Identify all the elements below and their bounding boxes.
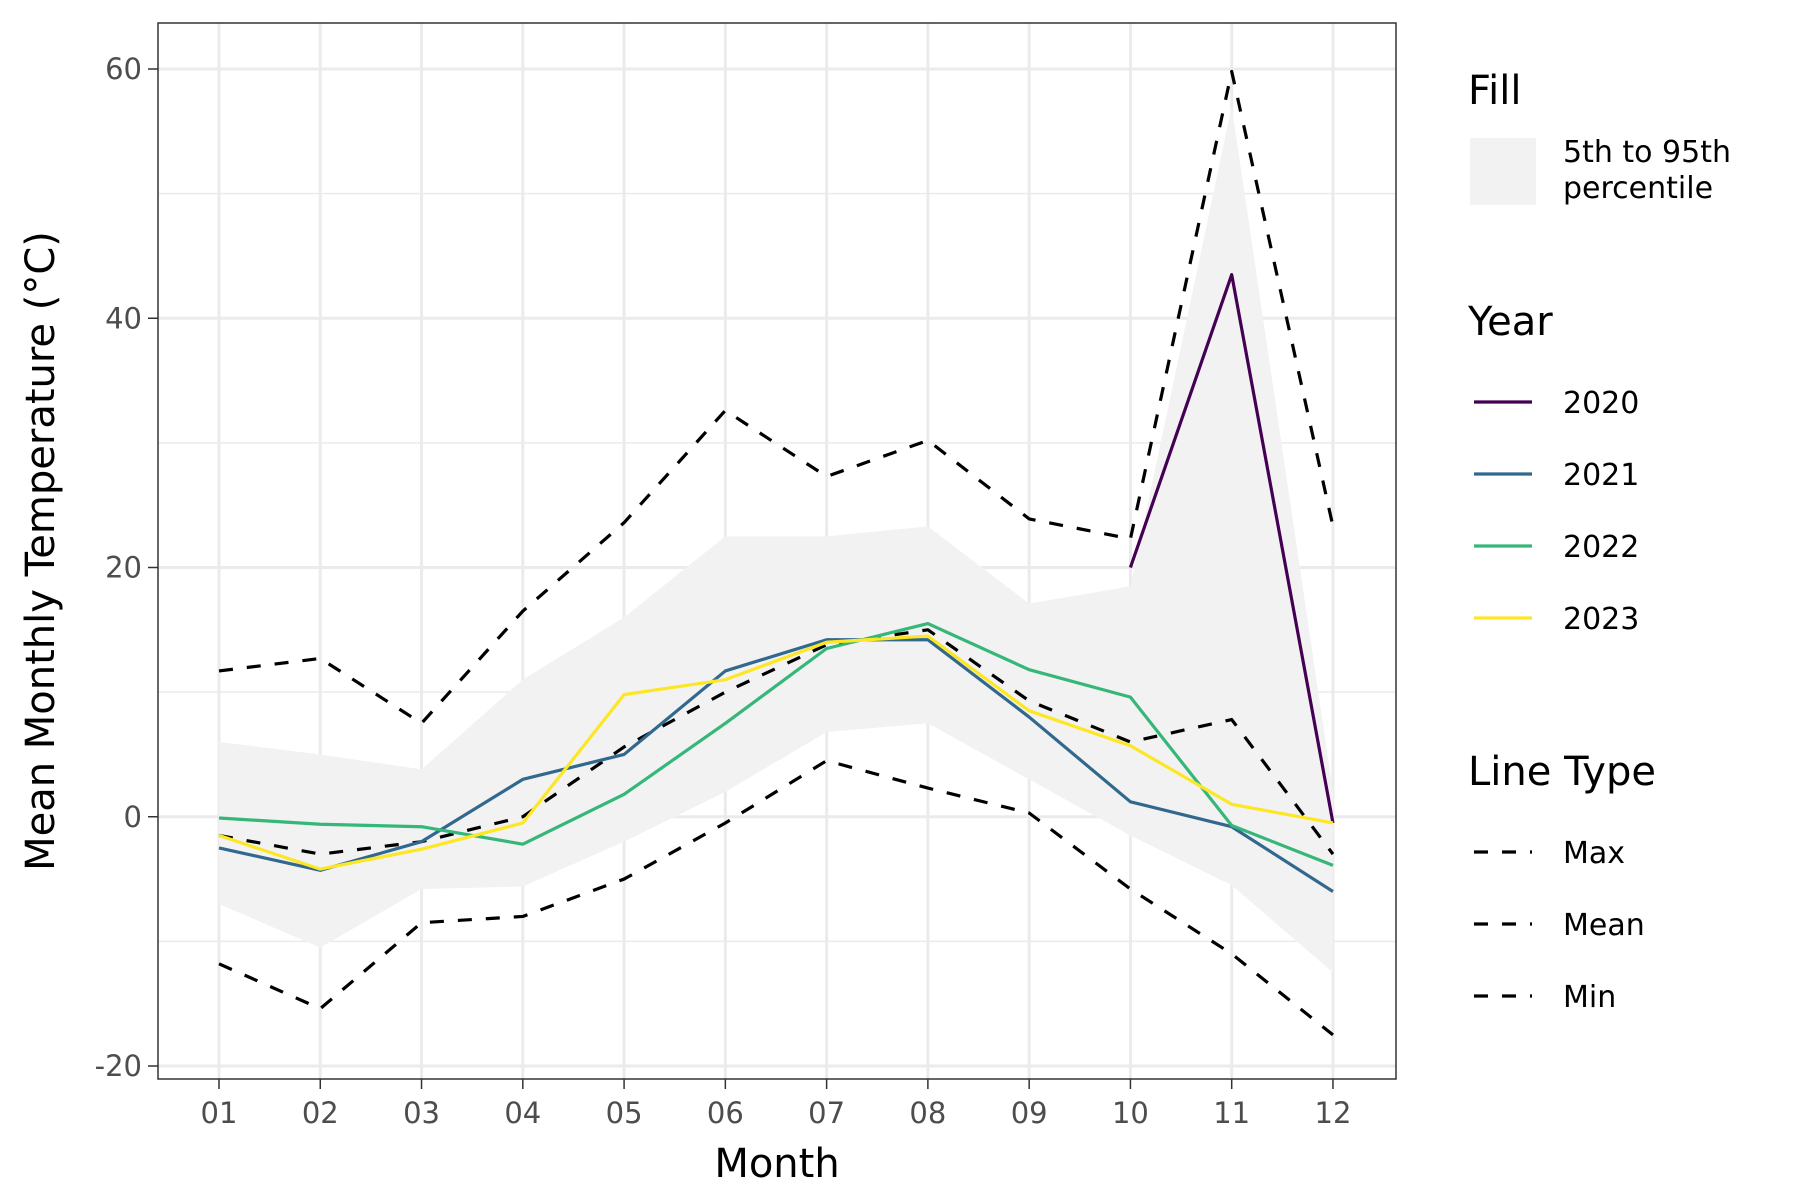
legend-band-label-line1: 5th to 95th xyxy=(1563,135,1731,170)
legend-year-entries: 2020 2021 2022 2023 xyxy=(1474,386,1639,637)
legend-year-title: Year xyxy=(1467,299,1553,345)
x-tick-label: 09 xyxy=(1011,1096,1048,1130)
x-tick-label: 12 xyxy=(1315,1096,1352,1130)
x-tick-label: 10 xyxy=(1112,1096,1149,1130)
x-tick-label: 08 xyxy=(909,1096,946,1130)
series-line-2022 xyxy=(218,621,1334,867)
y-tick-label: -20 xyxy=(95,1049,142,1083)
legend-label-min: Min xyxy=(1563,980,1616,1015)
year-lines-layer xyxy=(218,273,1335,893)
legend-label-mean: Mean xyxy=(1563,908,1645,943)
reference-line-mean xyxy=(218,628,1335,856)
x-tick-label: 07 xyxy=(808,1096,845,1130)
y-axis-title: Mean Monthly Temperature (°C) xyxy=(18,231,64,871)
series-line-2020 xyxy=(1128,273,1335,824)
x-tick-label: 03 xyxy=(403,1096,440,1130)
y-tick-label: 0 xyxy=(124,800,142,834)
x-axis-title: Month xyxy=(714,1141,839,1187)
legend-band-label: 5th to 95th percentile xyxy=(1563,135,1741,206)
legend-band-swatch xyxy=(1470,138,1536,205)
percentile-band xyxy=(219,106,1333,973)
reference-line-min xyxy=(218,759,1334,1037)
y-tick-label: 60 xyxy=(105,52,142,86)
x-tick-label: 11 xyxy=(1213,1096,1250,1130)
legend-label-2021: 2021 xyxy=(1563,458,1639,493)
reference-line-max xyxy=(218,69,1335,725)
legend-label-2022: 2022 xyxy=(1563,530,1639,565)
x-tick-label: 04 xyxy=(504,1096,541,1130)
x-tick-label: 05 xyxy=(606,1096,643,1130)
legend-linetype-title: Line Type xyxy=(1468,749,1656,795)
legend-fill-title: Fill xyxy=(1468,68,1521,114)
series-line-2023 xyxy=(218,634,1334,871)
legend-label-2020: 2020 xyxy=(1563,386,1639,421)
legend-linetype-entries: Max Mean Min xyxy=(1474,836,1645,1015)
percentile-band-layer xyxy=(219,106,1333,973)
legend-label-2023: 2023 xyxy=(1563,602,1639,637)
x-tick-label: 06 xyxy=(707,1096,744,1130)
y-axis-ticks: -20 0 20 40 60 xyxy=(95,52,158,1083)
legend: Fill 5th to 95th percentile Year 2020202… xyxy=(1467,68,1741,1015)
plot-border xyxy=(157,22,1397,1080)
legend-label-max: Max xyxy=(1563,836,1625,871)
y-tick-label: 20 xyxy=(105,551,142,585)
x-tick-label: 02 xyxy=(302,1096,339,1130)
y-tick-label: 40 xyxy=(105,301,142,335)
series-line-2021 xyxy=(218,638,1334,893)
x-axis-ticks: 01 02 03 04 05 06 07 08 09 10 11 12 xyxy=(201,1079,1352,1130)
legend-band-label-line2: percentile xyxy=(1563,171,1713,206)
reference-lines-layer xyxy=(218,69,1335,1037)
x-tick-label: 01 xyxy=(201,1096,238,1130)
